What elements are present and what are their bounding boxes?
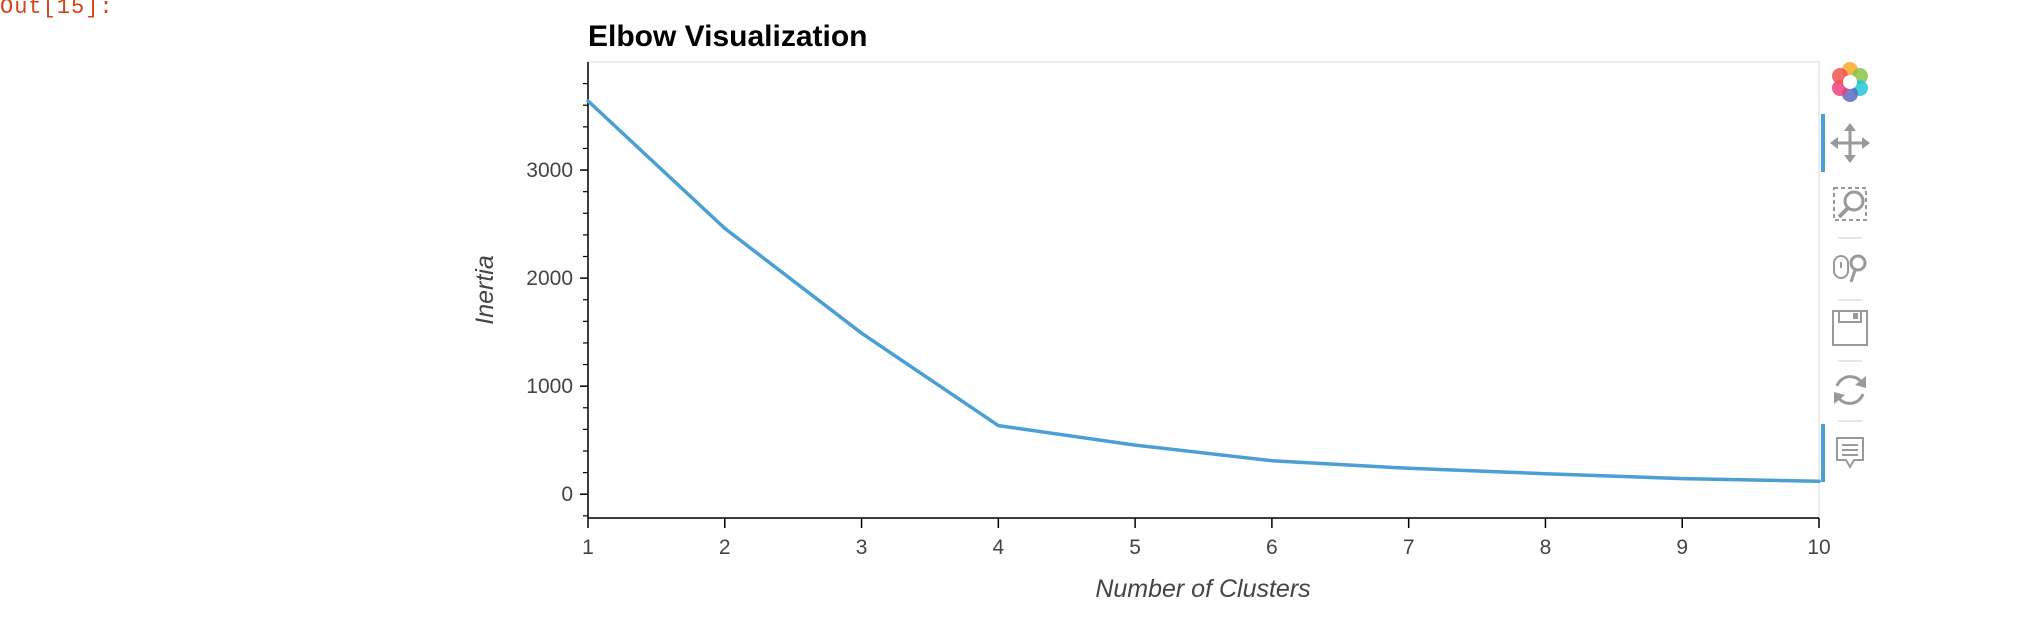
box-zoom-icon[interactable] xyxy=(1833,187,1867,221)
y-axis-label: Inertia xyxy=(471,255,499,325)
y-axis: 0 1000 2000 3000 xyxy=(526,62,589,518)
x-tick-label: 3 xyxy=(856,536,868,559)
save-icon[interactable] xyxy=(1832,310,1868,346)
hover-active-indicator xyxy=(1821,424,1825,482)
x-tick-label: 5 xyxy=(1129,536,1141,559)
hover-icon[interactable] xyxy=(1836,437,1864,470)
x-tick-label: 6 xyxy=(1266,536,1278,559)
chart-title: Elbow Visualization xyxy=(588,20,868,53)
reset-icon[interactable] xyxy=(1834,375,1866,405)
x-tick-label: 8 xyxy=(1540,536,1552,559)
series-layer xyxy=(586,99,1821,484)
pan-active-indicator xyxy=(1821,114,1825,172)
output-prompt: Out[15]: xyxy=(0,0,114,20)
x-tick-label: 4 xyxy=(992,536,1004,559)
plot-frame xyxy=(587,61,1820,519)
x-tick-label: 10 xyxy=(1807,536,1830,559)
y-tick-label: 2000 xyxy=(526,267,573,290)
x-axis-label: Number of Clusters xyxy=(1095,575,1310,603)
plot-toolbar xyxy=(1821,62,1870,482)
pan-icon[interactable] xyxy=(1830,123,1870,163)
y-tick-label: 3000 xyxy=(526,159,573,182)
y-tick-label: 0 xyxy=(561,483,573,506)
x-tick-label: 1 xyxy=(582,536,594,559)
x-axis: 1 2 3 4 5 6 7 8 9 10 xyxy=(582,517,1831,559)
bokeh-logo-icon[interactable] xyxy=(1832,62,1868,102)
y-tick-label: 1000 xyxy=(526,375,573,398)
x-tick-label: 7 xyxy=(1403,536,1415,559)
x-tick-label: 2 xyxy=(719,536,731,559)
wheel-zoom-icon[interactable] xyxy=(1833,254,1867,283)
x-tick-label: 9 xyxy=(1676,536,1688,559)
series-line xyxy=(586,99,1821,484)
